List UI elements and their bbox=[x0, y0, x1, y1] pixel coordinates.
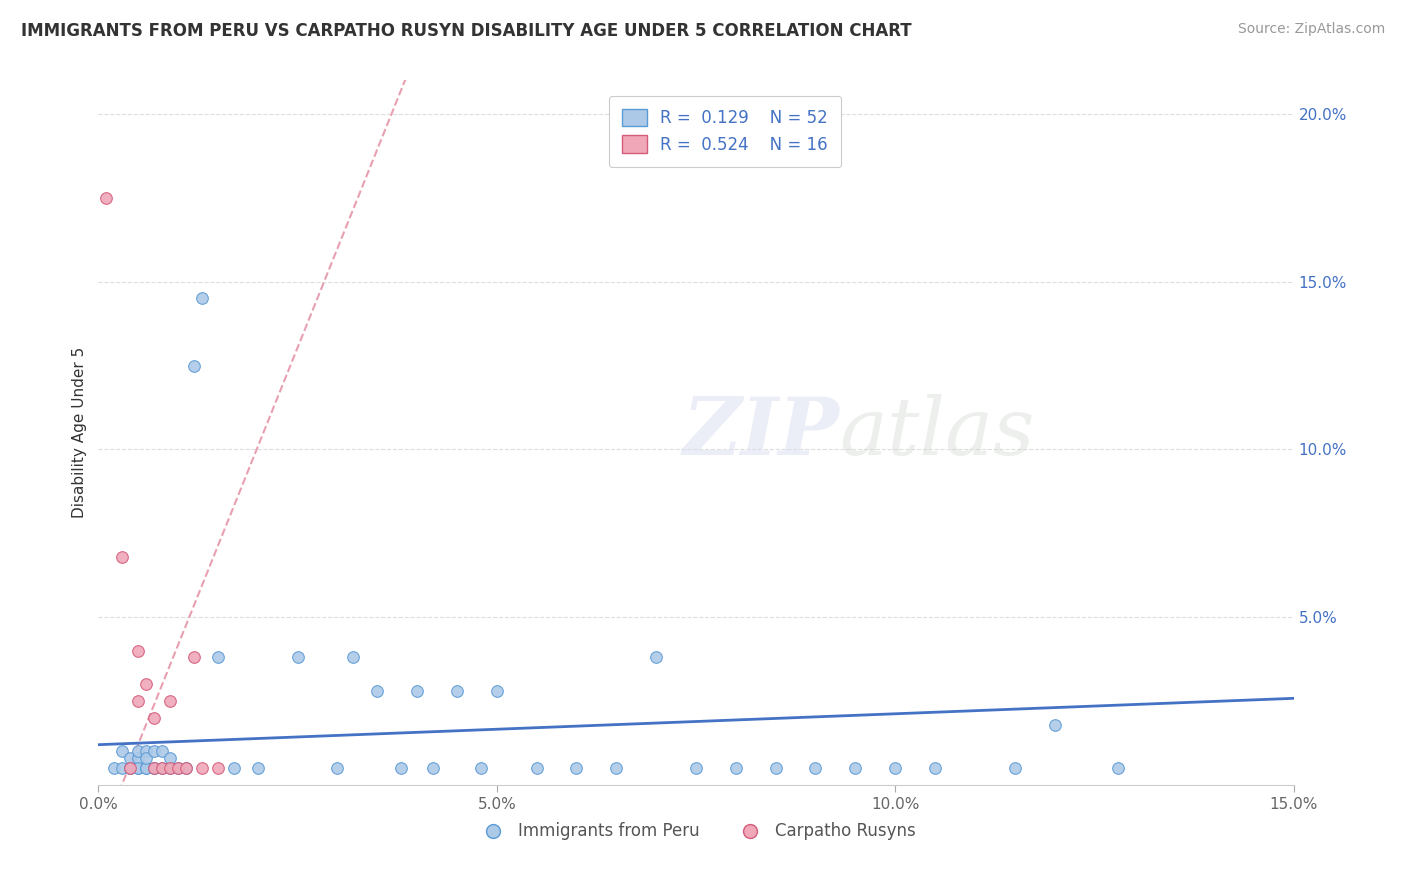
Point bbox=[143, 761, 166, 775]
Point bbox=[150, 744, 173, 758]
Point bbox=[422, 761, 444, 775]
Point bbox=[605, 761, 627, 775]
Point bbox=[526, 761, 548, 775]
Point bbox=[135, 751, 157, 765]
Point bbox=[804, 761, 827, 775]
Point bbox=[159, 761, 181, 775]
Point bbox=[1107, 761, 1129, 775]
Text: ZIP: ZIP bbox=[682, 394, 839, 471]
Point bbox=[103, 761, 125, 775]
Point bbox=[207, 761, 229, 775]
Point bbox=[127, 744, 149, 758]
Point bbox=[120, 761, 142, 775]
Point bbox=[342, 650, 364, 665]
Point bbox=[685, 761, 707, 775]
Point bbox=[765, 761, 787, 775]
Point bbox=[207, 650, 229, 665]
Point bbox=[645, 650, 668, 665]
Point bbox=[446, 684, 468, 698]
Point bbox=[167, 761, 190, 775]
Point bbox=[470, 761, 492, 775]
Y-axis label: Disability Age Under 5: Disability Age Under 5 bbox=[72, 347, 87, 518]
Point bbox=[287, 650, 309, 665]
Point bbox=[191, 292, 214, 306]
Point bbox=[127, 751, 149, 765]
Point bbox=[120, 761, 142, 775]
Legend: Immigrants from Peru, Carpatho Rusyns: Immigrants from Peru, Carpatho Rusyns bbox=[470, 816, 922, 847]
Point bbox=[143, 711, 166, 725]
Point bbox=[183, 650, 205, 665]
Point bbox=[143, 761, 166, 775]
Point bbox=[135, 761, 157, 775]
Point bbox=[159, 761, 181, 775]
Point bbox=[111, 549, 134, 564]
Point bbox=[120, 761, 142, 775]
Point bbox=[143, 761, 166, 775]
Point bbox=[127, 644, 149, 658]
Point bbox=[884, 761, 907, 775]
Point bbox=[159, 694, 181, 708]
Point bbox=[150, 761, 173, 775]
Point bbox=[120, 751, 142, 765]
Point bbox=[406, 684, 429, 698]
Point bbox=[174, 761, 197, 775]
Point bbox=[135, 761, 157, 775]
Point bbox=[724, 761, 747, 775]
Point bbox=[924, 761, 946, 775]
Point bbox=[389, 761, 412, 775]
Point bbox=[159, 751, 181, 765]
Point bbox=[111, 744, 134, 758]
Point bbox=[167, 761, 190, 775]
Point bbox=[96, 191, 118, 205]
Point bbox=[143, 744, 166, 758]
Point bbox=[127, 694, 149, 708]
Point bbox=[565, 761, 588, 775]
Point bbox=[191, 761, 214, 775]
Point bbox=[485, 684, 508, 698]
Point bbox=[1004, 761, 1026, 775]
Point bbox=[135, 677, 157, 691]
Text: Source: ZipAtlas.com: Source: ZipAtlas.com bbox=[1237, 22, 1385, 37]
Point bbox=[127, 761, 149, 775]
Text: IMMIGRANTS FROM PERU VS CARPATHO RUSYN DISABILITY AGE UNDER 5 CORRELATION CHART: IMMIGRANTS FROM PERU VS CARPATHO RUSYN D… bbox=[21, 22, 911, 40]
Point bbox=[150, 761, 173, 775]
Point bbox=[111, 761, 134, 775]
Point bbox=[127, 761, 149, 775]
Text: atlas: atlas bbox=[839, 394, 1035, 471]
Point bbox=[222, 761, 245, 775]
Point bbox=[135, 744, 157, 758]
Point bbox=[246, 761, 269, 775]
Point bbox=[183, 359, 205, 373]
Point bbox=[1043, 717, 1066, 731]
Point bbox=[174, 761, 197, 775]
Point bbox=[366, 684, 388, 698]
Point bbox=[844, 761, 866, 775]
Point bbox=[326, 761, 349, 775]
